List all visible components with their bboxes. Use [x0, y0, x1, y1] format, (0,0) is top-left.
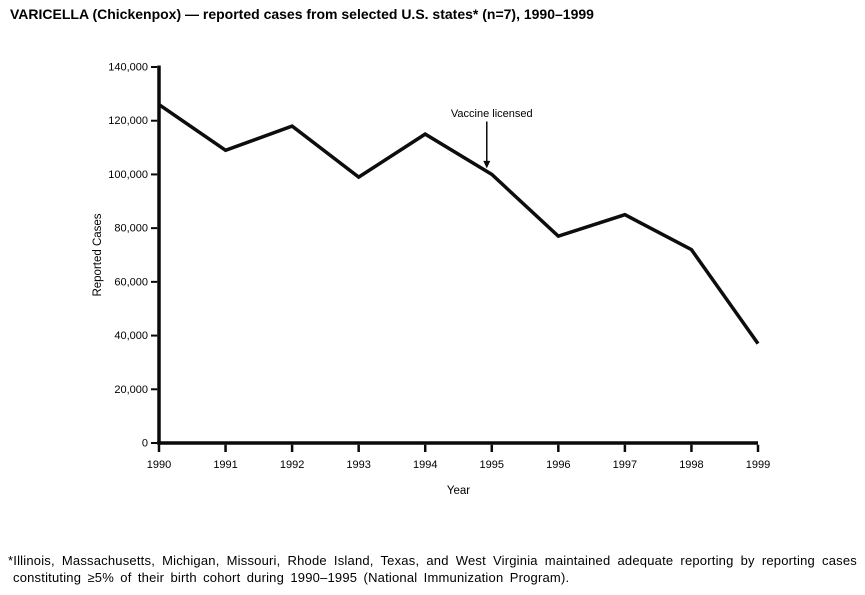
x-tick-label: 1998 [679, 459, 703, 471]
varicella-line-chart: 0 20,000 40,000 60,000 80,000 100,000 120,000 1… [92, 62, 770, 498]
x-tick-label: 1996 [546, 459, 570, 471]
x-tick-label: 1997 [613, 459, 637, 471]
x-tick-label: 1994 [413, 459, 437, 471]
annotation-text: Vaccine licensed [451, 108, 533, 120]
y-axis-title: Reported Cases [92, 213, 104, 296]
x-tick-label: 1992 [280, 459, 304, 471]
y-tick-label: 40,000 [114, 330, 148, 342]
y-tick-label: 20,000 [114, 384, 148, 396]
y-tick-label: 120,000 [108, 115, 148, 127]
x-tick-label: 1990 [147, 459, 171, 471]
chart-title: VARICELLA (Chickenpox) — reported cases … [10, 6, 594, 22]
x-tick-label: 1999 [746, 459, 770, 471]
y-tick-label: 0 [142, 438, 148, 450]
y-tick-label: 100,000 [108, 169, 148, 181]
footnote: *Illinois, Massachusetts, Michigan, Miss… [8, 552, 857, 586]
x-tick-label: 1995 [480, 459, 504, 471]
y-tick-label: 60,000 [114, 276, 148, 288]
y-tick-label: 140,000 [108, 62, 148, 74]
x-tick-label: 1993 [346, 459, 370, 471]
x-axis-title: Year [447, 485, 470, 497]
data-line [158, 103, 760, 345]
annotation-arrowhead-icon [483, 160, 491, 169]
y-tick-label: 80,000 [114, 223, 148, 235]
footnote-line-2: constituting ≥5% of their birth cohort d… [13, 570, 570, 585]
footnote-line-1: *Illinois, Massachusetts, Michigan, Miss… [8, 553, 857, 568]
x-tick-label: 1991 [213, 459, 237, 471]
